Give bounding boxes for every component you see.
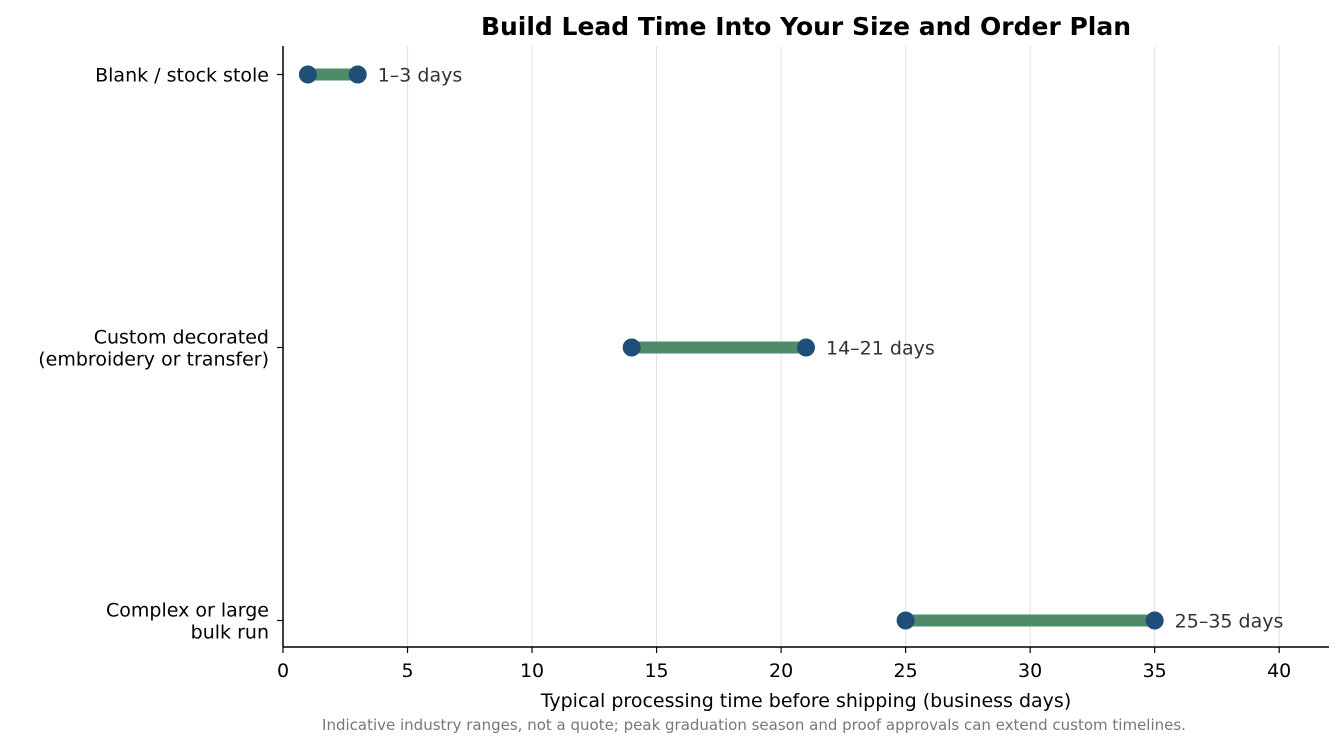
footnote: Indicative industry ranges, not a quote;… — [322, 716, 1186, 734]
y-category-label: Blank / stock stole — [95, 65, 269, 87]
x-tick-label: 10 — [520, 660, 544, 682]
y-category-label: bulk run — [191, 622, 269, 644]
range-max-point — [797, 338, 815, 357]
y-category-label: Custom decorated — [94, 327, 269, 349]
x-tick-label: 20 — [769, 660, 793, 682]
x-tick-label: 15 — [644, 660, 668, 682]
range-min-point — [622, 338, 641, 357]
y-category-label: Complex or large — [106, 600, 269, 622]
range-max-point — [348, 65, 367, 84]
range-min-point — [298, 65, 317, 84]
chart-title: Build Lead Time Into Your Size and Order… — [481, 12, 1131, 41]
range-max-point — [1145, 611, 1164, 630]
x-axis-label: Typical processing time before shipping … — [540, 690, 1072, 712]
x-tick-label: 5 — [401, 660, 413, 682]
x-tick-label: 40 — [1267, 660, 1291, 682]
range-min-point — [896, 611, 915, 630]
y-category-label: (embroidery or transfer) — [38, 349, 269, 371]
x-tick-label: 0 — [277, 660, 289, 682]
range-data-label: 14–21 days — [826, 338, 935, 360]
range-data-label: 25–35 days — [1175, 611, 1284, 633]
range-marks: 1–3 days 14–21 days 25–35 days — [298, 65, 1284, 633]
x-tick-label: 35 — [1143, 660, 1167, 682]
x-axis-ticks: 0 5 10 15 20 25 30 35 40 — [277, 647, 1291, 682]
x-tick-label: 25 — [894, 660, 918, 682]
y-axis-categories: Blank / stock stole Custom decorated(embr… — [38, 65, 283, 644]
range-data-label: 1–3 days — [378, 65, 463, 87]
x-tick-label: 30 — [1018, 660, 1042, 682]
